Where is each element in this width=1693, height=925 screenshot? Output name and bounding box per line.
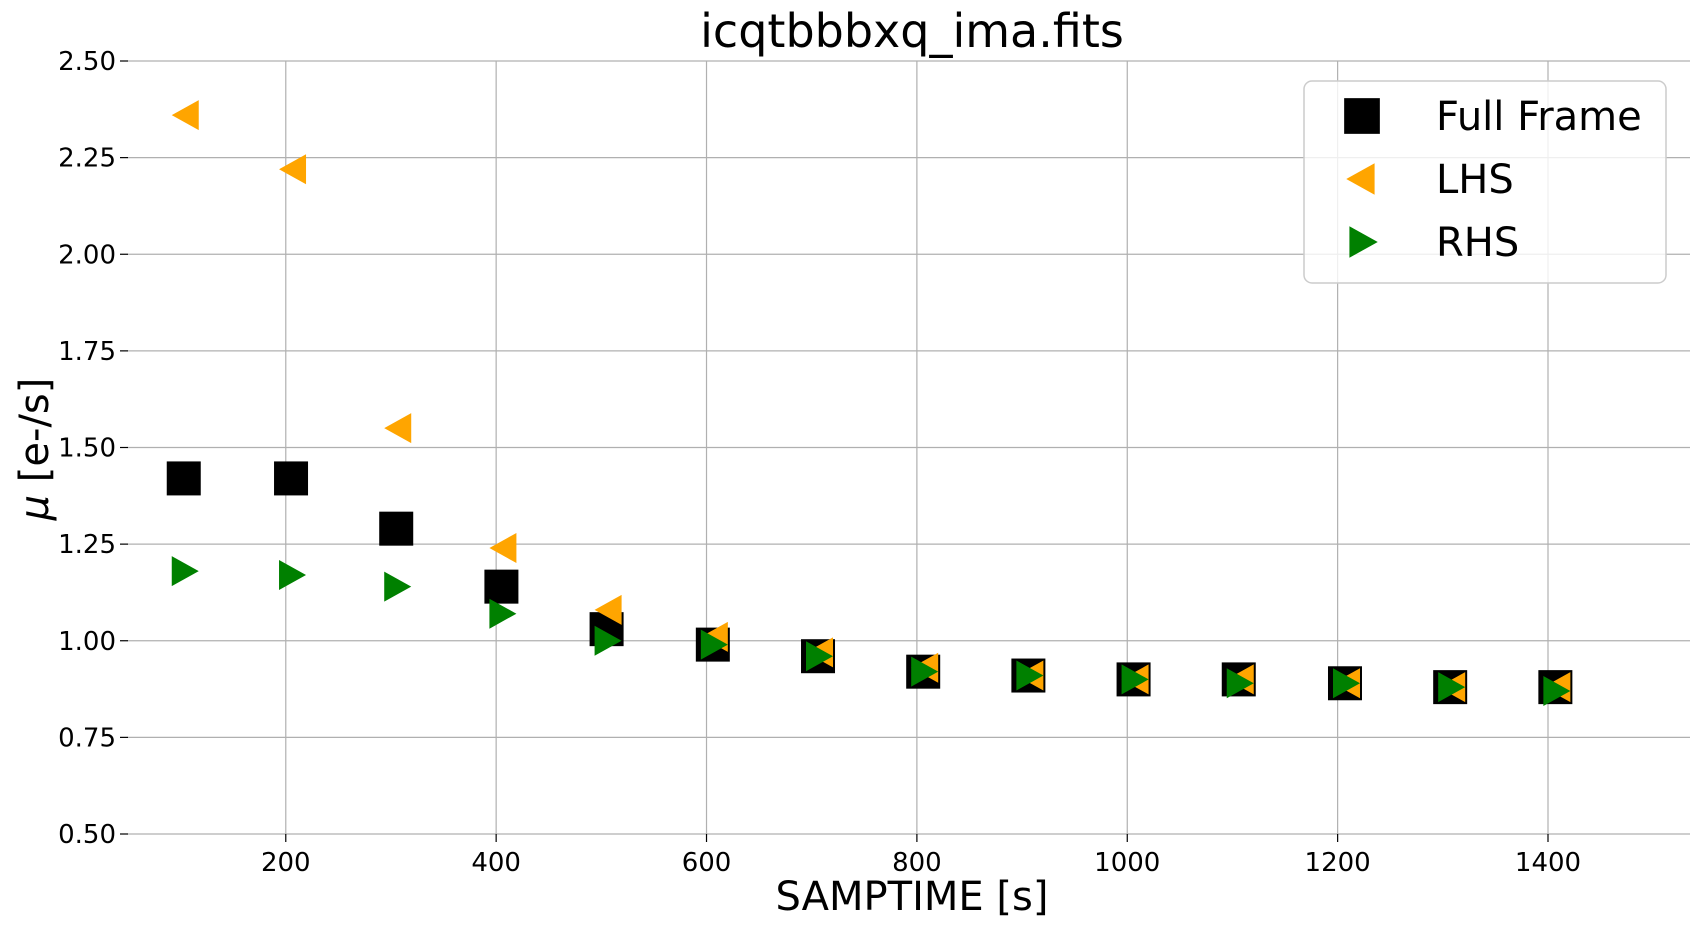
- data-point: [384, 571, 412, 602]
- data-point: [1543, 675, 1571, 706]
- y-tick-label: 1.25: [58, 530, 116, 560]
- y-tick-label: 1.00: [58, 627, 116, 657]
- axis-ticks: 0.50 0.75 1.00 1.25 1.50 1.75 2.00 2.25 2.50 200 4…: [58, 47, 1581, 878]
- data-point: [1332, 668, 1360, 699]
- data-point: [384, 413, 412, 444]
- y-axis-label-symbol: μ: [12, 495, 58, 521]
- x-axis-label: SAMPTIME [s]: [776, 874, 1049, 920]
- x-tick-label: 1200: [1305, 848, 1371, 878]
- data-point: [279, 154, 307, 185]
- legend-marker: [1346, 163, 1375, 195]
- data-point: [1016, 660, 1044, 691]
- legend-label: LHS: [1436, 157, 1514, 203]
- data-point: [1226, 668, 1254, 699]
- data-point: [1121, 664, 1149, 695]
- x-tick-label: 600: [682, 848, 732, 878]
- x-tick-label: 1000: [1094, 848, 1160, 878]
- legend-frame: [1303, 80, 1667, 284]
- x-tick-label: 200: [261, 848, 311, 878]
- data-point: [274, 461, 309, 496]
- data-point: [911, 656, 939, 687]
- y-axis-label: μ [e-/s]: [12, 378, 58, 522]
- series-full-frame: [166, 461, 1573, 705]
- data-point: [171, 100, 199, 131]
- series-rhs: [171, 556, 1571, 706]
- y-tick-label: 1.75: [58, 337, 116, 367]
- y-tick-label: 1.50: [58, 434, 116, 464]
- legend-label: Full Frame: [1436, 94, 1642, 140]
- data-point: [379, 511, 414, 546]
- x-tick-label: 1400: [1515, 848, 1581, 878]
- legend-marker: [1344, 98, 1380, 134]
- legend-label: RHS: [1436, 220, 1519, 266]
- y-axis-label-unit: [e-/s]: [12, 378, 58, 495]
- y-tick-label: 0.50: [58, 820, 116, 850]
- y-tick-label: 0.75: [58, 723, 116, 753]
- x-tick-label: 400: [471, 848, 521, 878]
- y-tick-label: 2.25: [58, 144, 116, 174]
- data-point: [166, 461, 201, 496]
- data-point: [484, 569, 519, 604]
- data-point: [279, 560, 307, 591]
- y-tick-label: 2.00: [58, 240, 116, 270]
- x-tick-label: 800: [892, 848, 942, 878]
- data-point: [489, 598, 517, 629]
- legend: Full Frame LHS RHS: [1303, 80, 1667, 284]
- y-tick-label: 2.50: [58, 47, 116, 77]
- data-point: [171, 556, 199, 587]
- data-point: [806, 641, 834, 672]
- data-point: [594, 625, 622, 656]
- data-point: [1438, 672, 1466, 703]
- grid-lines: [128, 60, 1690, 835]
- data-point: [700, 629, 728, 660]
- data-point: [489, 532, 517, 563]
- data-markers: [166, 100, 1573, 706]
- chart-title: icqtbbbxq_ima.fits: [700, 4, 1124, 58]
- legend-marker: [1349, 226, 1378, 258]
- data-point: [594, 594, 622, 625]
